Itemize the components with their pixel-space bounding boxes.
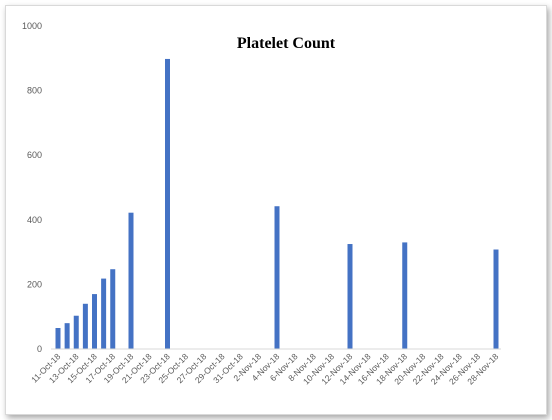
bars [55,58,499,350]
bar [101,278,107,349]
bar [92,294,97,349]
bar [128,212,134,349]
y-tick-label: 200 [27,279,42,289]
bar [165,58,170,350]
y-axis-ticks: 0 200 400 600 800 1000 [22,21,42,354]
bar [82,303,88,349]
y-tick-label: 1000 [22,21,42,31]
bar [73,315,79,349]
chart-title: Platelet Count [237,35,336,52]
bar [402,242,408,349]
chart-frame: Platelet Count 0 200 400 600 800 1000 11-Oct-… [5,5,547,415]
bar [64,323,70,349]
y-tick-label: 800 [27,86,42,96]
bar [347,244,353,349]
x-axis-ticks: 11-Oct-1813-Oct-1815-Oct-1817-Oct-1819-O… [29,351,501,386]
y-tick-label: 0 [37,344,42,354]
bar [493,249,499,349]
bar [55,328,61,349]
y-tick-label: 600 [27,150,42,160]
y-tick-label: 400 [27,215,42,225]
platelet-bar-chart: Platelet Count 0 200 400 600 800 1000 11-Oct-… [22,21,501,386]
bar [110,269,116,349]
bar [274,206,280,349]
